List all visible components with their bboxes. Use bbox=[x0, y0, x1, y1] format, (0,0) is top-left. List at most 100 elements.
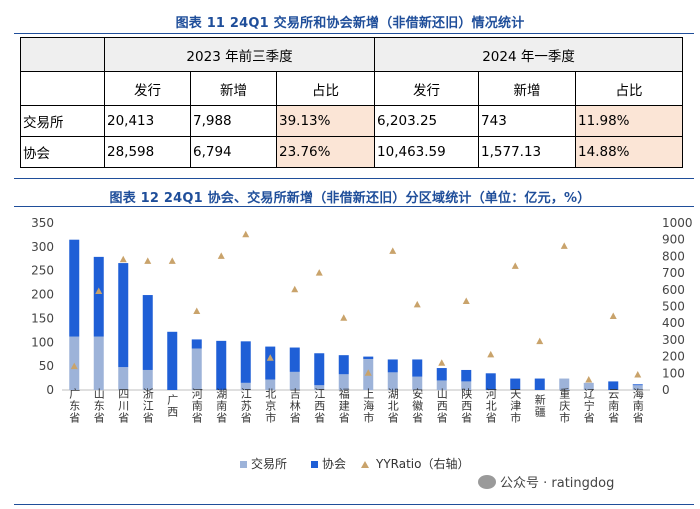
ratio-point bbox=[438, 359, 446, 366]
bar-exchange bbox=[387, 372, 398, 390]
ratio-point bbox=[487, 350, 495, 358]
ratio-point bbox=[315, 269, 323, 276]
y-tick-label: 350 bbox=[31, 216, 54, 230]
x-tick-label: 四川省 bbox=[117, 388, 130, 424]
ratio-point bbox=[266, 354, 274, 361]
x-tick-label: 重庆市 bbox=[558, 387, 571, 424]
bar-association bbox=[191, 339, 202, 349]
x-tick-label: 广东省 bbox=[68, 388, 81, 424]
bar-exchange bbox=[191, 348, 202, 390]
y-tick-label: 200 bbox=[31, 288, 54, 302]
y-tick-label: 150 bbox=[31, 311, 54, 325]
bar-association bbox=[216, 340, 227, 390]
bar-exchange bbox=[240, 382, 251, 390]
y-tick-label: 100 bbox=[31, 335, 54, 349]
bar-association bbox=[436, 368, 447, 381]
bar-association bbox=[461, 369, 472, 382]
table-corner-cell bbox=[20, 37, 105, 72]
bar-association bbox=[485, 373, 496, 390]
y-tick-label: 250 bbox=[31, 264, 54, 278]
wechat-icon bbox=[478, 475, 496, 489]
y2-tick-label: 300 bbox=[662, 333, 685, 347]
bar-exchange bbox=[93, 336, 104, 390]
x-tick-label: 海南省 bbox=[631, 387, 644, 424]
ratio-point bbox=[462, 297, 470, 304]
x-tick-label: 陕西省 bbox=[460, 387, 473, 424]
table-cell: 743 bbox=[478, 105, 577, 137]
column-header: 发行 bbox=[374, 71, 480, 106]
bar-association bbox=[69, 239, 80, 337]
y2-tick-label: 800 bbox=[662, 249, 685, 263]
comparison-table: 2023 年前三季度 2024 年一季度 发行 新增 占比 发行 新增 占比 交… bbox=[20, 37, 684, 168]
ratio-point bbox=[193, 307, 201, 315]
table-cell: 28,598 bbox=[104, 136, 191, 168]
bar-exchange bbox=[142, 369, 153, 390]
regional-stacked-bar-chart: 0 50 100 150 200 250 300 350 0 100 200 300 400 500 600… bbox=[31, 216, 692, 491]
column-header: 占比 bbox=[275, 71, 376, 106]
table-cell: 6,794 bbox=[190, 136, 277, 168]
y2-tick-label: 100 bbox=[662, 366, 685, 380]
y2-tick-label: 500 bbox=[662, 300, 685, 314]
bar-exchange bbox=[583, 382, 594, 390]
bar-exchange bbox=[559, 378, 570, 390]
bar-exchange bbox=[338, 374, 349, 390]
table-row: 交易所 20,413 7,988 39.13% 6,203.25 743 11.… bbox=[20, 105, 684, 137]
bar-association bbox=[289, 347, 300, 372]
bar-exchange bbox=[632, 385, 643, 390]
x-tick-label: 山东省 bbox=[92, 388, 105, 424]
title-rule bbox=[14, 206, 694, 207]
y-tick-label: 300 bbox=[31, 240, 54, 254]
ratio-point bbox=[364, 369, 372, 376]
bar-association bbox=[118, 263, 129, 368]
table-blank-cell bbox=[20, 71, 105, 106]
bar-association bbox=[387, 359, 398, 373]
bar-exchange bbox=[461, 381, 472, 390]
table-cell-percent: 39.13% bbox=[275, 105, 376, 137]
y-tick-label: 0 bbox=[46, 383, 54, 397]
y2-tick-label: 700 bbox=[662, 266, 685, 280]
ratio-point bbox=[413, 300, 421, 308]
period-2024-header: 2024 年一季度 bbox=[374, 37, 684, 72]
x-tick-label: 山西省 bbox=[435, 388, 448, 424]
legend-label: 交易所 bbox=[251, 456, 287, 471]
ratio-point bbox=[95, 287, 103, 294]
table-cell: 1,577.13 bbox=[478, 136, 577, 168]
y2-tick-label: 200 bbox=[662, 350, 685, 364]
x-tick-label: 江苏省 bbox=[239, 388, 252, 424]
x-tick-label: 天津市 bbox=[509, 388, 522, 424]
y2-tick-label: 0 bbox=[662, 383, 670, 397]
y2-tick-label: 900 bbox=[662, 233, 685, 247]
ratio-point bbox=[70, 362, 78, 370]
legend-label: YYRatio（右轴） bbox=[375, 456, 469, 471]
column-header: 发行 bbox=[104, 71, 191, 106]
table-period-row: 2023 年前三季度 2024 年一季度 bbox=[20, 37, 684, 72]
bar-association bbox=[265, 346, 276, 380]
ratio-point bbox=[585, 375, 593, 383]
bar-association bbox=[314, 353, 325, 386]
ratio-point bbox=[634, 370, 642, 378]
bottom-rule bbox=[14, 504, 694, 505]
x-tick-label: 广西 bbox=[166, 394, 179, 418]
ratio-point bbox=[242, 230, 250, 238]
bar-association bbox=[510, 378, 521, 390]
x-tick-label: 浙江省 bbox=[141, 388, 154, 424]
legend-swatch-exchange bbox=[240, 461, 247, 468]
x-tick-label: 辽宁省 bbox=[582, 388, 595, 424]
x-tick-label: 吉林省 bbox=[288, 388, 301, 424]
x-tick-label: 河北省 bbox=[484, 388, 497, 424]
ratio-point bbox=[217, 252, 225, 259]
title-rule bbox=[14, 33, 694, 34]
x-tick-label: 湖北省 bbox=[386, 388, 399, 424]
bar-association bbox=[412, 359, 423, 377]
bar-association bbox=[142, 295, 153, 370]
table-column-header-row: 发行 新增 占比 发行 新增 占比 bbox=[20, 71, 684, 106]
column-header: 新增 bbox=[190, 71, 277, 106]
ratio-point bbox=[291, 285, 299, 293]
y-tick-label: 50 bbox=[39, 359, 54, 373]
table-cell: 20,413 bbox=[104, 105, 191, 137]
ratio-point bbox=[536, 337, 544, 345]
bar-exchange bbox=[265, 379, 276, 390]
table-11-title: 图表 11 24Q1 交易所和协会新增（非借新还旧）情况统计 bbox=[175, 16, 525, 31]
ratio-point bbox=[560, 242, 568, 249]
column-header: 占比 bbox=[575, 71, 684, 106]
